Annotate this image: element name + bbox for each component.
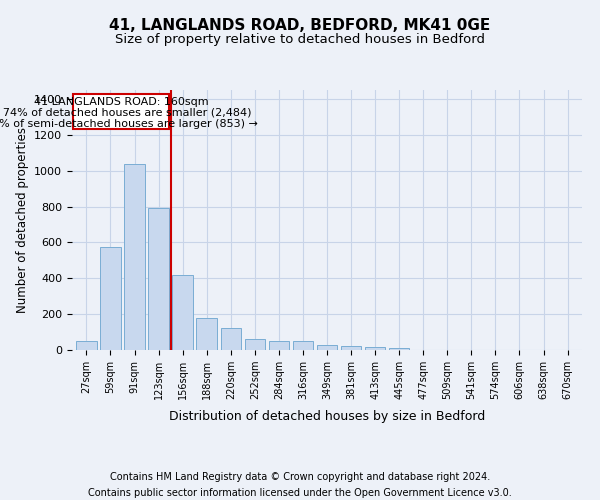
Bar bbox=[100, 247, 121, 350]
Bar bbox=[293, 341, 313, 350]
Y-axis label: Number of detached properties: Number of detached properties bbox=[16, 127, 29, 313]
Bar bbox=[269, 341, 289, 350]
Bar bbox=[317, 344, 337, 350]
FancyBboxPatch shape bbox=[73, 94, 169, 130]
Bar bbox=[341, 346, 361, 350]
X-axis label: Distribution of detached houses by size in Bedford: Distribution of detached houses by size … bbox=[169, 410, 485, 424]
Bar bbox=[172, 274, 193, 350]
Bar bbox=[76, 341, 97, 350]
Text: Contains public sector information licensed under the Open Government Licence v3: Contains public sector information licen… bbox=[88, 488, 512, 498]
Text: 26% of semi-detached houses are larger (853) →: 26% of semi-detached houses are larger (… bbox=[0, 118, 257, 128]
Bar bbox=[124, 164, 145, 350]
Text: Size of property relative to detached houses in Bedford: Size of property relative to detached ho… bbox=[115, 32, 485, 46]
Bar bbox=[148, 208, 169, 350]
Bar bbox=[389, 348, 409, 350]
Text: Contains HM Land Registry data © Crown copyright and database right 2024.: Contains HM Land Registry data © Crown c… bbox=[110, 472, 490, 482]
Text: ← 74% of detached houses are smaller (2,484): ← 74% of detached houses are smaller (2,… bbox=[0, 108, 252, 118]
Text: 41, LANGLANDS ROAD, BEDFORD, MK41 0GE: 41, LANGLANDS ROAD, BEDFORD, MK41 0GE bbox=[109, 18, 491, 32]
Bar bbox=[196, 318, 217, 350]
Text: 41 LANGLANDS ROAD: 160sqm: 41 LANGLANDS ROAD: 160sqm bbox=[34, 97, 208, 107]
Bar bbox=[245, 339, 265, 350]
Bar bbox=[365, 347, 385, 350]
Bar bbox=[221, 328, 241, 350]
